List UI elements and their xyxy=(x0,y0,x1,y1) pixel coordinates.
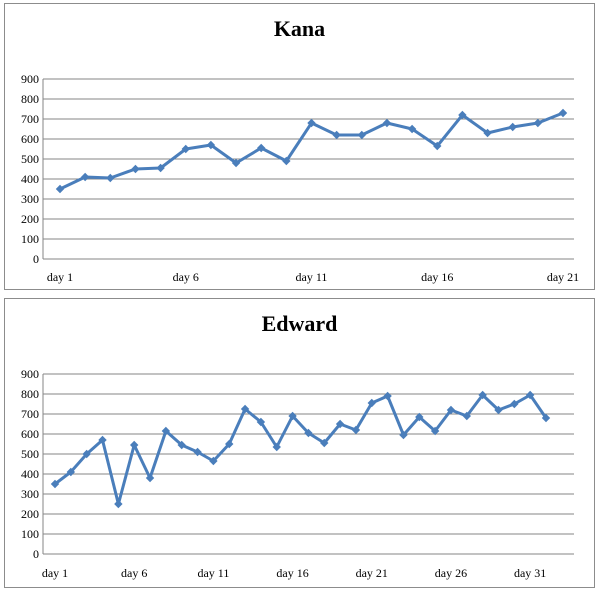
y-tick-label: 900 xyxy=(21,367,39,381)
y-tick-label: 0 xyxy=(33,252,39,266)
data-point xyxy=(458,110,467,120)
data-point xyxy=(145,473,155,483)
data-point xyxy=(446,405,456,415)
y-axis: 0 100 200 300 400 500 600 700 800 900 xyxy=(21,367,39,561)
data-point xyxy=(430,426,440,436)
y-tick-label: 0 xyxy=(33,547,39,561)
data-point xyxy=(98,435,107,445)
data-point xyxy=(181,144,190,154)
data-point xyxy=(225,439,234,449)
data-point xyxy=(332,130,341,140)
data-point xyxy=(131,164,140,174)
x-axis: day 1 day 6 day 11 day 16 day 21 xyxy=(47,270,579,284)
data-point xyxy=(335,419,345,429)
y-tick-label: 400 xyxy=(21,467,39,481)
data-point xyxy=(558,108,568,118)
series-markers xyxy=(50,390,551,509)
data-point xyxy=(357,130,366,140)
data-point xyxy=(82,449,91,459)
y-tick-label: 900 xyxy=(21,72,39,86)
y-tick-label: 600 xyxy=(21,132,39,146)
y-tick-label: 600 xyxy=(21,427,39,441)
data-point xyxy=(399,430,408,440)
y-tick-label: 400 xyxy=(21,172,39,186)
x-tick-label: day 31 xyxy=(514,566,546,580)
y-tick-label: 200 xyxy=(21,507,39,521)
data-point xyxy=(304,428,313,438)
x-tick-label: day 21 xyxy=(356,566,388,580)
data-point xyxy=(256,417,266,427)
chart-title: Kana xyxy=(273,16,326,41)
y-tick-label: 500 xyxy=(21,152,39,166)
data-point xyxy=(129,440,139,450)
y-tick-label: 800 xyxy=(21,387,39,401)
y-tick-label: 700 xyxy=(21,112,39,126)
x-tick-label: day 16 xyxy=(276,566,308,580)
data-point xyxy=(231,158,241,168)
x-tick-label: day 16 xyxy=(421,270,453,284)
x-tick-label: day 11 xyxy=(197,566,229,580)
data-point xyxy=(508,122,517,132)
data-point xyxy=(257,143,266,153)
data-point xyxy=(288,411,297,421)
gridlines xyxy=(43,78,574,240)
y-tick-label: 700 xyxy=(21,407,39,421)
data-point xyxy=(351,425,361,435)
data-point xyxy=(106,173,115,183)
y-tick-label: 500 xyxy=(21,447,39,461)
chart-panel-edward: Edward 0 100 200 300 400 500 600 700 800 900 day 1… xyxy=(4,298,595,588)
data-point xyxy=(209,456,218,466)
y-tick-label: 200 xyxy=(21,212,39,226)
data-point xyxy=(533,118,543,128)
x-axis: day 1 day 6 day 11 day 16 day 21 day 26 day 31 xyxy=(42,566,546,580)
data-point xyxy=(462,411,472,421)
chart-title: Edward xyxy=(261,311,338,336)
x-tick-label: day 11 xyxy=(296,270,328,284)
y-tick-label: 100 xyxy=(21,527,39,541)
gridlines xyxy=(43,373,574,535)
data-point xyxy=(494,405,503,415)
data-point xyxy=(80,172,90,182)
data-point xyxy=(161,426,171,436)
data-point xyxy=(55,184,65,194)
x-tick-label: day 1 xyxy=(47,270,73,284)
data-point xyxy=(415,412,424,422)
data-point xyxy=(478,390,487,400)
data-point xyxy=(367,398,376,408)
data-point xyxy=(240,404,250,414)
data-point xyxy=(156,163,165,173)
data-point xyxy=(320,438,329,448)
data-point xyxy=(66,467,76,477)
y-axis: 0 100 200 300 400 500 600 700 800 900 xyxy=(21,72,39,266)
data-point xyxy=(206,140,216,150)
y-tick-label: 800 xyxy=(21,92,39,106)
series-markers xyxy=(55,108,568,194)
data-point xyxy=(307,118,316,128)
x-tick-label: day 21 xyxy=(547,270,579,284)
data-point xyxy=(382,118,392,128)
data-point xyxy=(193,447,202,457)
y-tick-label: 300 xyxy=(21,192,39,206)
data-point xyxy=(525,390,535,400)
data-point xyxy=(50,479,60,489)
y-tick-label: 100 xyxy=(21,232,39,246)
x-tick-label: day 6 xyxy=(173,270,199,284)
y-tick-label: 300 xyxy=(21,487,39,501)
data-point xyxy=(510,399,519,409)
data-point xyxy=(541,413,551,423)
data-point xyxy=(383,391,392,401)
series-line xyxy=(54,393,548,506)
data-point xyxy=(272,442,281,452)
data-point xyxy=(282,156,291,166)
x-tick-label: day 6 xyxy=(121,566,147,580)
chart-panel-kana: Kana 0 100 200 300 400 500 600 700 800 900 day 1 da… xyxy=(4,3,595,290)
data-point xyxy=(177,440,186,450)
x-tick-label: day 1 xyxy=(42,566,68,580)
data-point xyxy=(433,141,442,151)
x-tick-label: day 26 xyxy=(435,566,467,580)
data-point xyxy=(114,499,123,509)
